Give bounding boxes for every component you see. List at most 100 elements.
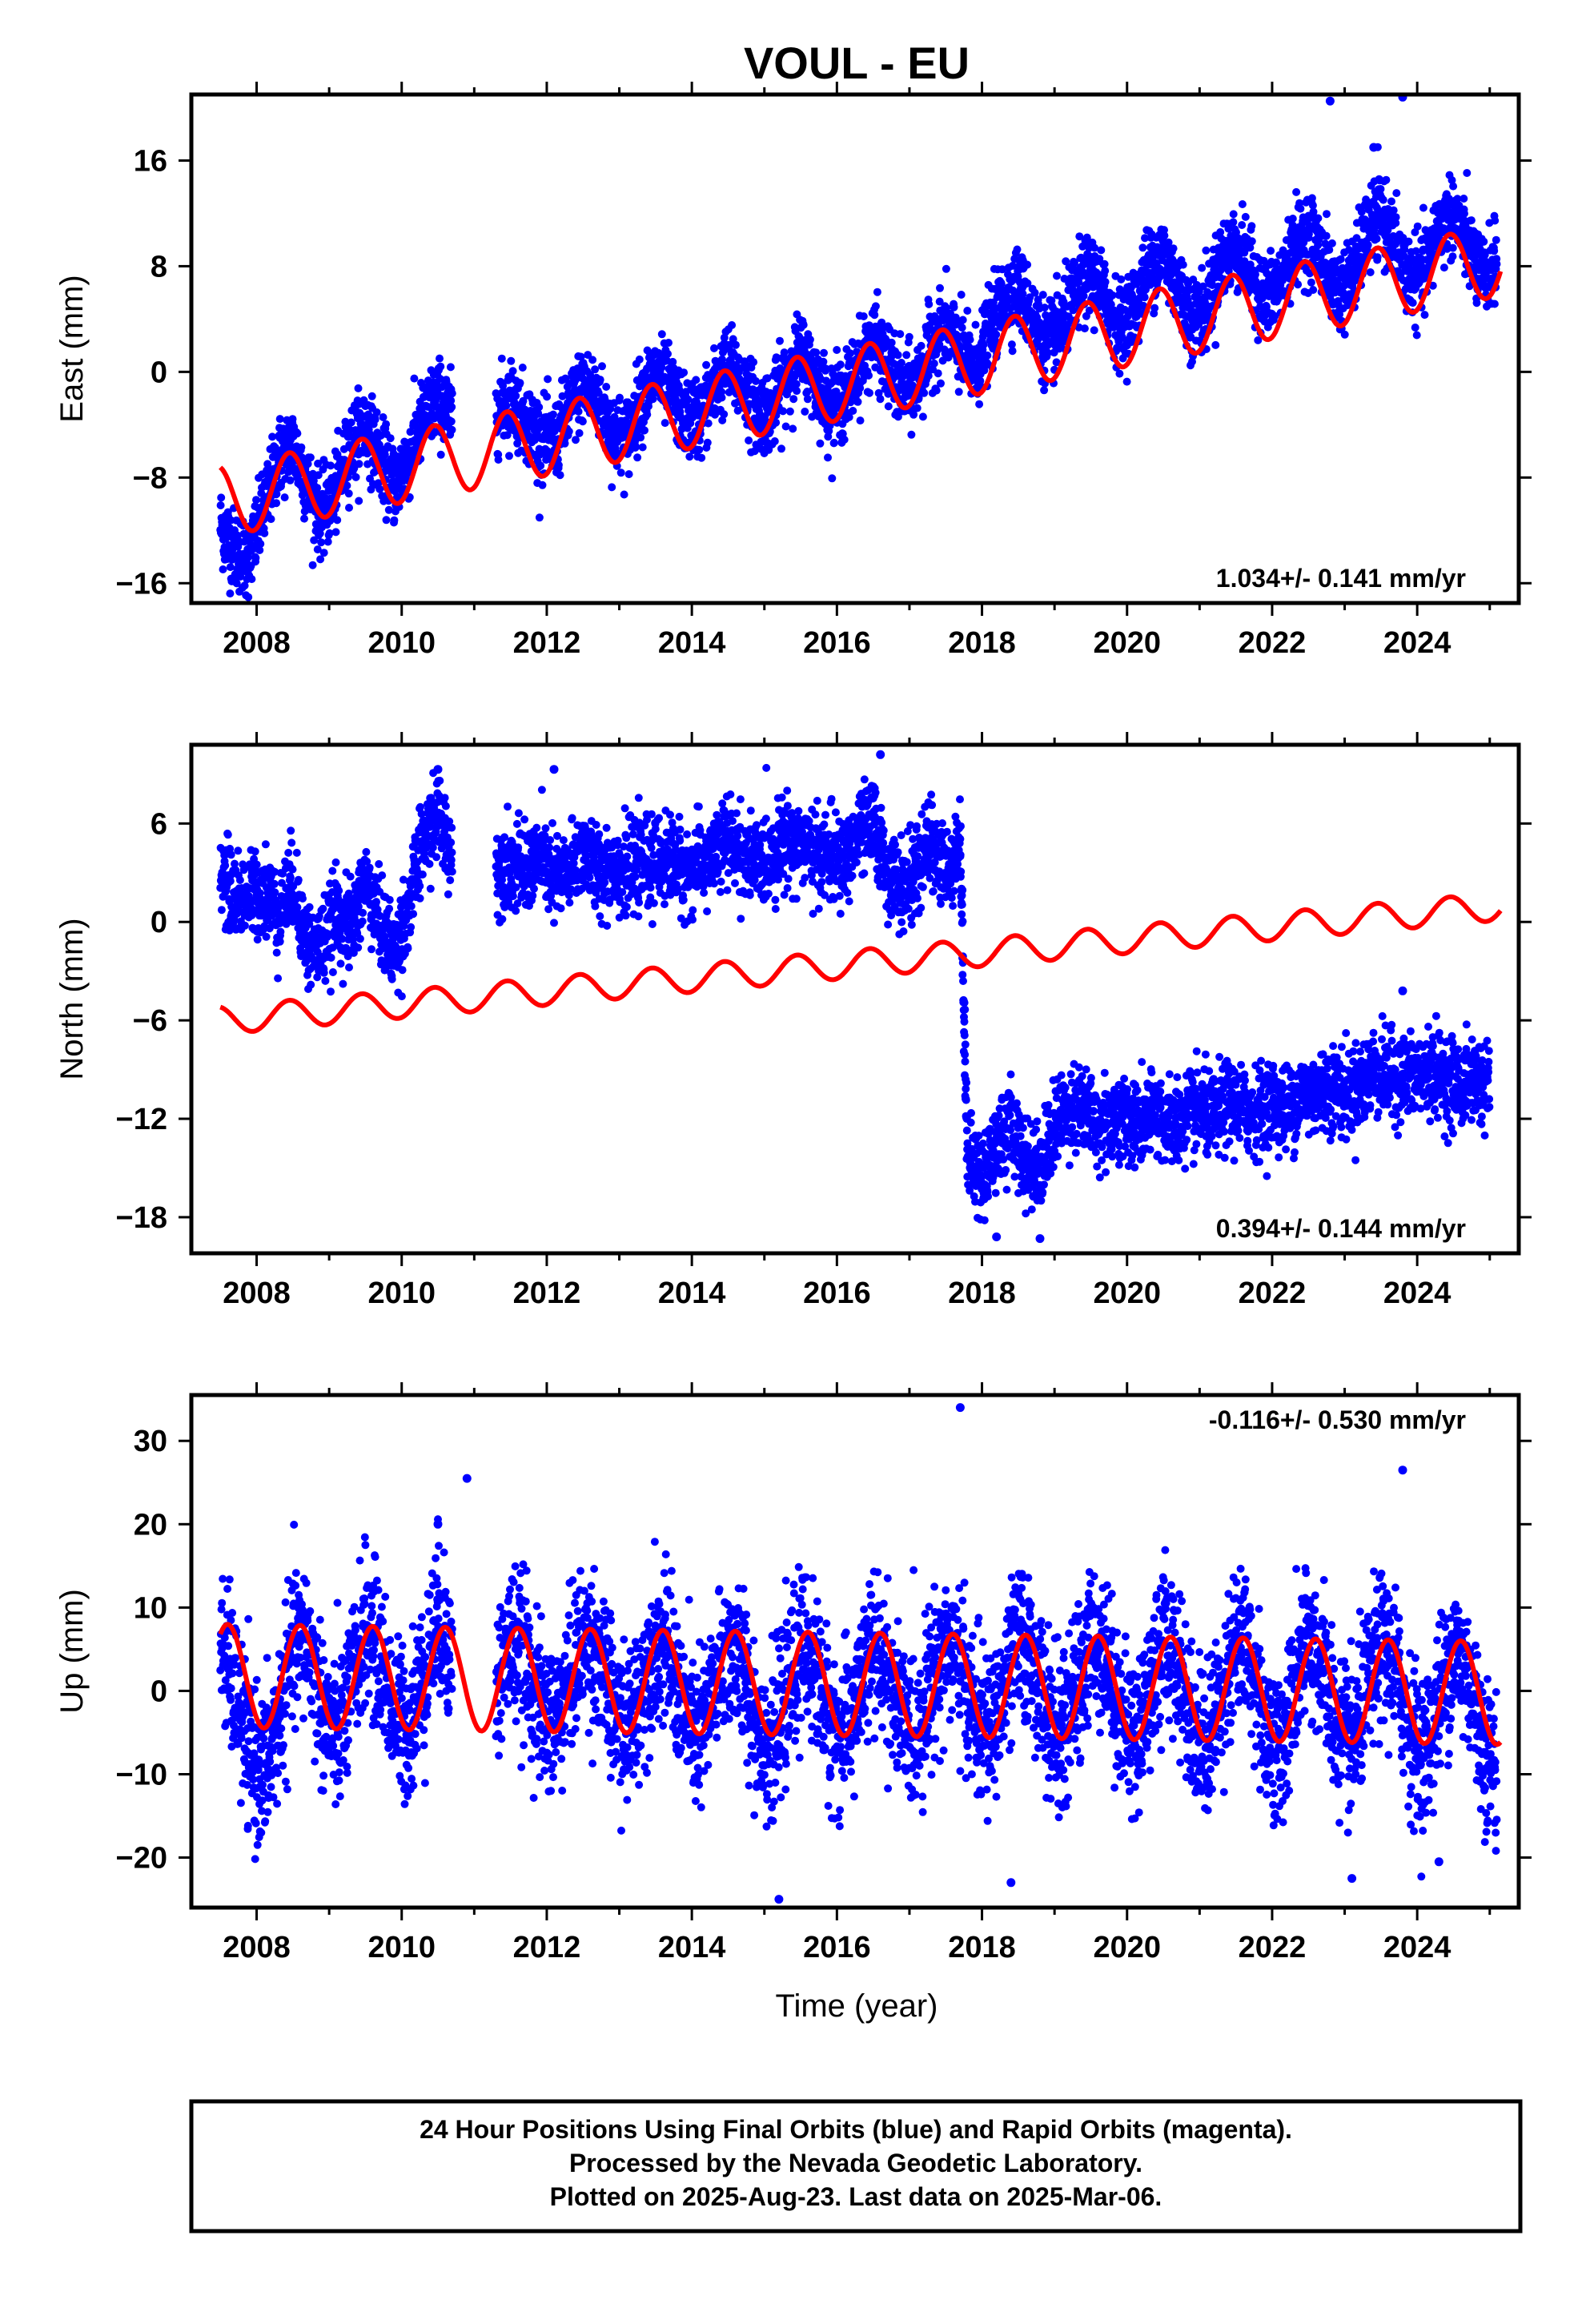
- east-data-point: [572, 436, 580, 444]
- east-data-point: [1309, 286, 1318, 294]
- east-data-point: [710, 344, 718, 352]
- east-data-point: [519, 396, 528, 405]
- east-data-point: [497, 354, 506, 363]
- east-data-point: [272, 489, 281, 498]
- east-data-point: [1323, 210, 1331, 219]
- east-data-point: [1085, 306, 1094, 315]
- east-data-point: [1074, 278, 1083, 287]
- east-data-point: [1198, 263, 1207, 272]
- east-data-point: [1079, 292, 1088, 300]
- east-data-point: [1090, 243, 1099, 252]
- east-data-point: [1082, 285, 1091, 293]
- east-data-point: [920, 388, 929, 397]
- east-data-point: [1357, 207, 1366, 216]
- east-data-point: [849, 407, 857, 415]
- east-data-point: [505, 452, 513, 460]
- east-data-point: [1216, 227, 1225, 236]
- east-data-point: [1382, 175, 1391, 184]
- east-panel: 2008 2010 2012 2014 2016 2018 2020 2022 2024−16−…: [54, 82, 1532, 660]
- east-data-point: [1256, 302, 1265, 311]
- north-data-point: [253, 935, 262, 944]
- east-data-point: [286, 476, 295, 485]
- east-data-point: [382, 516, 391, 525]
- east-data-point: [1169, 244, 1178, 253]
- north-data-point: [270, 879, 279, 888]
- east-data-point: [1246, 243, 1255, 252]
- east-data-point: [325, 529, 334, 537]
- east-data-point: [1080, 324, 1089, 333]
- east-data-point: [718, 416, 727, 424]
- east-x-tick-label: 2014: [658, 626, 726, 660]
- east-data-point: [1439, 263, 1448, 272]
- east-data-point: [554, 460, 563, 469]
- east-data-point: [871, 302, 880, 311]
- east-data-point: [578, 417, 587, 426]
- east-data-point: [1322, 231, 1331, 240]
- east-data-point: [534, 409, 543, 418]
- east-data-point: [1178, 260, 1187, 269]
- east-data-point: [1327, 239, 1336, 247]
- east-data-point: [367, 392, 376, 400]
- north-data-point: [262, 932, 271, 941]
- east-data-point: [1258, 294, 1267, 303]
- east-data-point: [216, 501, 225, 509]
- east-data-point: [1164, 238, 1173, 247]
- east-data-point: [1108, 291, 1117, 300]
- east-data-point: [1447, 176, 1456, 184]
- east-data-point: [725, 340, 734, 349]
- east-data-point: [344, 489, 353, 498]
- east-data-point: [375, 440, 383, 449]
- east-data-point: [963, 307, 972, 315]
- east-data-point: [1259, 256, 1268, 265]
- east-data-point: [1448, 243, 1457, 252]
- east-data-point: [1013, 245, 1022, 254]
- east-data-point: [976, 376, 985, 385]
- east-data-point: [789, 395, 798, 404]
- east-data-point: [448, 389, 456, 398]
- east-data-point: [594, 388, 603, 397]
- east-data-point: [1373, 253, 1382, 262]
- east-data-point: [1448, 252, 1457, 261]
- east-data-point: [1345, 246, 1353, 254]
- east-data-point: [1413, 222, 1422, 231]
- east-data-point: [812, 348, 821, 357]
- east-data-point: [1141, 234, 1149, 243]
- east-data-point: [1097, 246, 1106, 255]
- east-data-point: [695, 445, 704, 454]
- east-data-point: [436, 375, 444, 383]
- east-data-point: [1202, 246, 1211, 255]
- east-data-point: [268, 432, 277, 441]
- east-data-point: [1453, 195, 1462, 203]
- east-data-point: [1399, 251, 1408, 260]
- east-data-point: [315, 529, 324, 538]
- east-data-point: [313, 484, 322, 493]
- north-data-point: [226, 877, 235, 886]
- east-data-point: [1267, 247, 1275, 255]
- east-data-point: [846, 398, 855, 407]
- east-data-point: [244, 593, 253, 601]
- east-data-point: [829, 438, 838, 447]
- east-data-point: [777, 444, 785, 453]
- east-data-point: [303, 460, 312, 468]
- east-data-point: [310, 536, 319, 545]
- east-x-tick-label: 2008: [223, 626, 291, 660]
- east-data-point: [382, 420, 391, 428]
- east-data-point: [745, 436, 753, 444]
- east-data-point: [267, 515, 275, 524]
- east-data-point: [793, 387, 801, 396]
- east-data-point: [1472, 299, 1481, 308]
- east-data-point: [1336, 255, 1345, 263]
- east-data-point: [584, 351, 592, 360]
- page-title: VOUL - EU: [744, 38, 970, 88]
- east-data-point: [1238, 221, 1247, 229]
- east-data-point: [789, 424, 797, 433]
- north-data-point: [232, 910, 241, 919]
- east-data-point: [661, 419, 669, 428]
- east-data-point: [932, 386, 941, 395]
- east-data-point: [347, 418, 355, 427]
- east-data-point: [1062, 257, 1070, 266]
- east-data-point: [828, 474, 837, 483]
- east-data-point: [1229, 210, 1238, 219]
- east-data-point: [313, 545, 322, 554]
- east-data-point: [1018, 289, 1027, 298]
